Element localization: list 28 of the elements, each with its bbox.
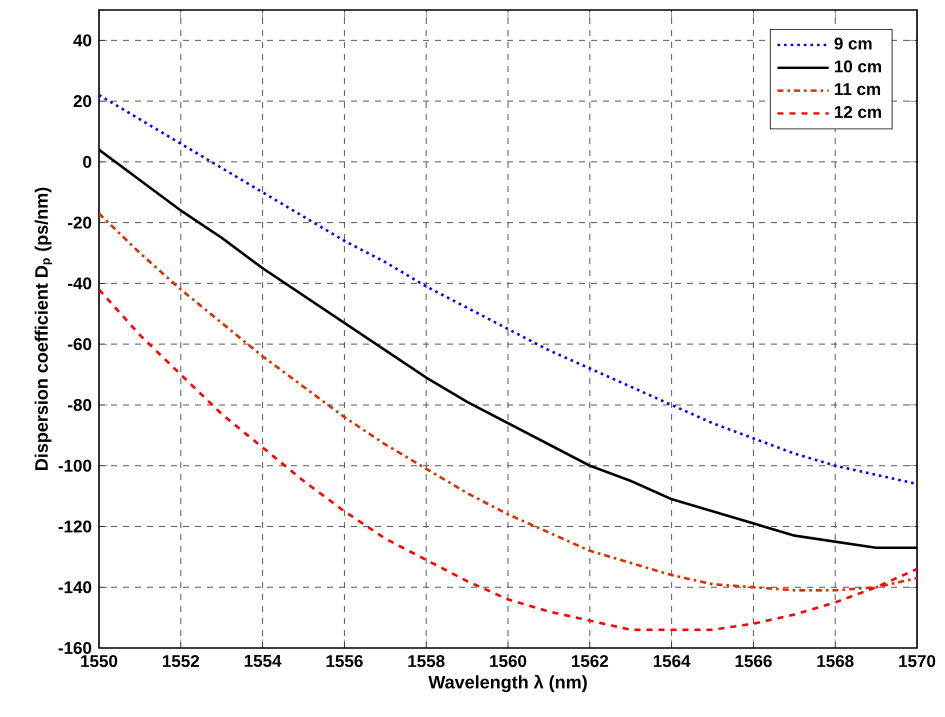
x-tick-label: 1568 [817, 655, 854, 668]
x-tick-label: 1554 [244, 655, 282, 667]
y-axis-title: Dispersion coefficient D$_{p}$ (ps/nm) [34, 188, 52, 470]
y-tick-label: -80 [68, 398, 92, 411]
legend-label: 9 cm [834, 38, 872, 50]
x-tick-label: 1550 [81, 655, 118, 668]
x-axis-title: Wavelength λ (nm) [428, 674, 587, 692]
legend-label: 12 cm [834, 106, 881, 118]
x-tick-label: 1558 [408, 655, 445, 668]
y-tick-label: -40 [68, 277, 92, 290]
x-tick-label: 1556 [326, 655, 363, 668]
y-tick-label: -60 [68, 338, 92, 350]
y-tick-label: 40 [73, 34, 92, 46]
y-tick-label: 20 [74, 95, 92, 108]
legend-label: 11 cm [834, 83, 880, 96]
x-tick-label: 1552 [162, 655, 200, 668]
x-tick-label: 1560 [490, 655, 526, 668]
y-tick-label: 0 [83, 156, 92, 168]
legend-label: 10 cm [834, 60, 881, 72]
y-tick-label: -100 [58, 460, 92, 472]
y-tick-label: -20 [68, 216, 92, 229]
x-tick-label: 1562 [572, 655, 608, 668]
x-tick-label: 1570 [899, 655, 936, 668]
y-tick-label: -120 [58, 520, 92, 532]
y-tick-label: -160 [58, 642, 92, 654]
x-tick-label: 1566 [736, 655, 772, 668]
y-tick-label: -140 [58, 581, 92, 594]
x-tick-label: 1564 [654, 655, 690, 668]
